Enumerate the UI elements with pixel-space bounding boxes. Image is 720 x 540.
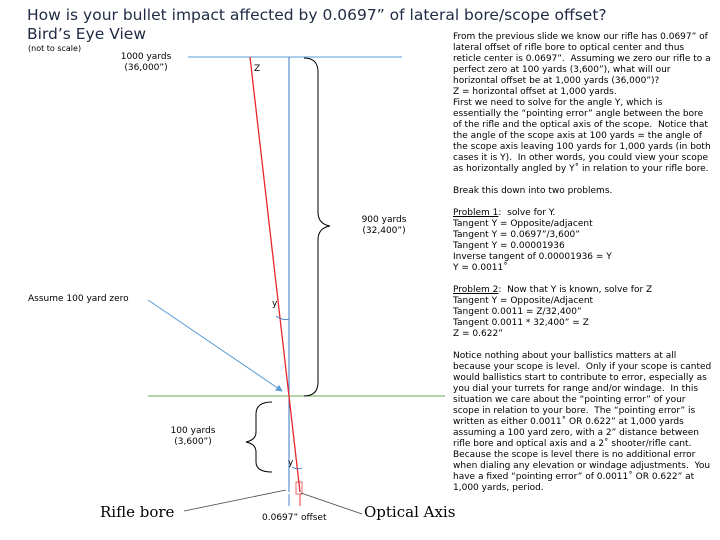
problem-1-line: Tangent Y = 0.0697”/3,600”	[453, 230, 580, 240]
angle-arc-top	[275, 315, 290, 321]
problem-1-heading: Problem 1: solve for Y.	[453, 208, 713, 219]
problem-2-line: Z = 0.622”	[453, 329, 503, 339]
label-angle-y-bottom: y	[288, 458, 294, 468]
label-900-yards-line1: 900 yards	[361, 215, 407, 225]
label-900-yards-line2: (32,400”)	[362, 226, 406, 236]
problem-2-line: Tangent 0.0011 = Z/32,400”	[453, 307, 582, 317]
problem-2-heading-label: Problem 2	[453, 285, 499, 295]
title-line-2: Bird’s Eye View	[27, 25, 147, 43]
rifle-bore-marker	[295, 481, 303, 495]
explanation-notes: From the previous slide we know our rifl…	[453, 32, 713, 494]
label-1000-yards-line2: (36,000”)	[124, 63, 168, 73]
problem-1-line: Tangent Y = 0.00001936	[453, 241, 565, 251]
slide-title: How is your bullet impact affected by 0.…	[27, 6, 707, 44]
label-100-yards: 100 yards (3,600”)	[154, 426, 232, 448]
problem-1-heading-rest: : solve for Y.	[498, 208, 556, 218]
label-angle-y-top: y	[272, 299, 278, 309]
birds-eye-diagram	[147, 56, 445, 515]
label-1000-yards-line1: 1000 yards	[120, 52, 172, 62]
brace-100-yards	[245, 401, 273, 473]
angle-arc-bottom	[291, 466, 303, 470]
not-to-scale-note: (not to scale)	[28, 44, 82, 53]
label-100-yards-line1: 100 yards	[170, 426, 216, 436]
optical-axis-callout	[300, 492, 363, 515]
problem-2-heading-rest: : Now that Y is known, solve for Z	[498, 285, 653, 295]
notes-break: Break this down into two problems.	[453, 186, 613, 196]
title-line-1: How is your bullet impact affected by 0.…	[27, 6, 607, 24]
label-assume-zero: Assume 100 yard zero	[28, 294, 129, 304]
problem-2-heading: Problem 2: Now that Y is known, solve fo…	[453, 285, 713, 296]
label-offset: 0.0697” offset	[262, 513, 327, 523]
problem-2-line: Tangent Y = Opposite/Adjacent	[453, 296, 594, 306]
problem-2-line: Tangent 0.0011 * 32,400” = Z	[453, 318, 589, 328]
rifle-bore-callout	[183, 489, 287, 512]
notes-approach: First we need to solve for the angle Y, …	[453, 98, 714, 174]
notes-z-definition: Z = horizontal offset at 1,000 yards.	[453, 87, 617, 97]
label-rifle-bore: Rifle bore	[100, 503, 175, 521]
notes-conclusion: Notice nothing about your ballistics mat…	[453, 351, 715, 493]
problem-1-line: Y = 0.0011˚	[453, 263, 508, 273]
label-100-yards-line2: (3,600”)	[174, 437, 212, 447]
rifle-bore-line	[249, 56, 301, 493]
label-optical-axis: Optical Axis	[364, 503, 456, 521]
label-1000-yards: 1000 yards (36,000”)	[108, 52, 184, 74]
brace-900-yards	[303, 57, 331, 397]
notes-intro: From the previous slide we know our rifl…	[453, 32, 714, 86]
problem-1-heading-label: Problem 1	[453, 208, 499, 218]
label-900-yards: 900 yards (32,400”)	[346, 215, 422, 237]
zero-callout-arrow	[147, 299, 283, 392]
label-z: Z	[254, 64, 261, 74]
problem-1-line: Inverse tangent of 0.00001936 = Y	[453, 252, 612, 262]
problem-1-line: Tangent Y = Opposite/adjacent	[453, 219, 593, 229]
